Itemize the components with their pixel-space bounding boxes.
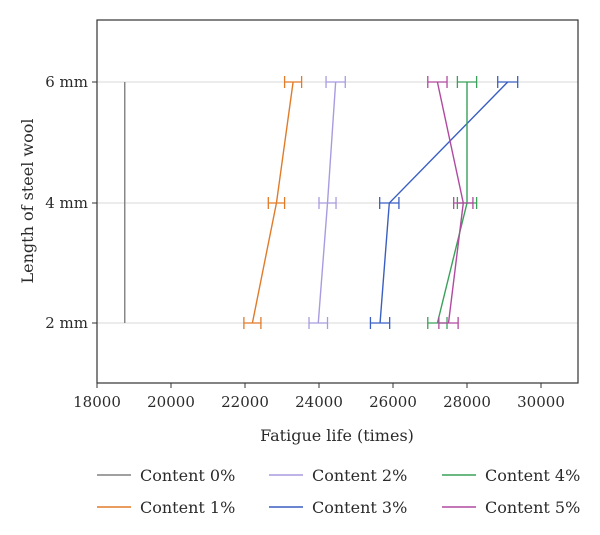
series-1 xyxy=(243,76,303,329)
x-axis-label: Fatigue life (times) xyxy=(260,426,414,445)
legend: Content 0% Content 1% Content 2% Content 3%… xyxy=(97,466,580,517)
y-tick-label: 6 mm xyxy=(45,73,88,91)
grid-lines xyxy=(97,81,578,324)
x-tick-label: 18000 xyxy=(73,393,121,411)
series-5 xyxy=(427,76,474,329)
x-tick-label: 30000 xyxy=(517,393,565,411)
legend-label: Content 1% xyxy=(140,498,235,517)
x-tick-label: 28000 xyxy=(443,393,491,411)
plot-frame xyxy=(96,19,579,384)
x-axis: 18000 20000 22000 24000 26000 28000 30000 xyxy=(73,383,565,411)
x-tick-label: 26000 xyxy=(369,393,417,411)
y-tick-label: 2 mm xyxy=(45,314,88,332)
legend-label: Content 5% xyxy=(485,498,580,517)
legend-item: Content 4% xyxy=(442,466,580,485)
x-tick-label: 22000 xyxy=(221,393,269,411)
series-2 xyxy=(308,76,346,329)
legend-label: Content 4% xyxy=(485,466,580,485)
legend-item: Content 2% xyxy=(269,466,407,485)
x-tick-label: 24000 xyxy=(295,393,343,411)
legend-item: Content 5% xyxy=(442,498,580,517)
legend-item: Content 3% xyxy=(269,498,407,517)
y-tick-label: 4 mm xyxy=(45,194,88,212)
series-3 xyxy=(369,76,519,329)
legend-label: Content 2% xyxy=(312,466,407,485)
legend-label: Content 3% xyxy=(312,498,407,517)
legend-label: Content 0% xyxy=(140,466,235,485)
legend-item: Content 0% xyxy=(97,466,235,485)
series-layer xyxy=(124,76,519,329)
x-tick-label: 20000 xyxy=(147,393,195,411)
y-axis: 2 mm 4 mm 6 mm xyxy=(45,73,97,332)
legend-item: Content 1% xyxy=(97,498,235,517)
y-axis-label: Length of steel wool xyxy=(18,119,37,284)
